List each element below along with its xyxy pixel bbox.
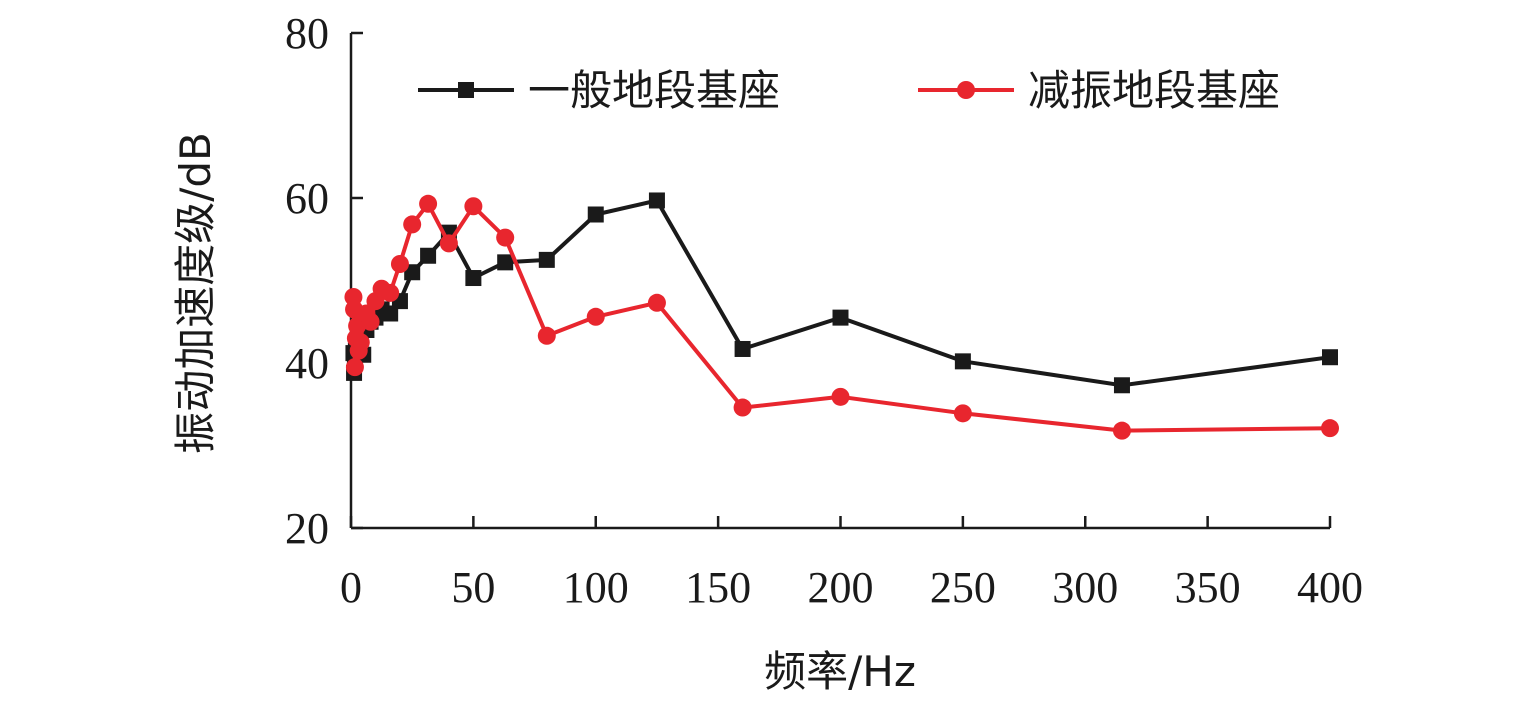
legend-item: 减振地段基座 xyxy=(918,66,1280,115)
x-tick-label: 400 xyxy=(1297,563,1363,612)
data-point xyxy=(1113,377,1130,394)
data-point xyxy=(420,247,437,264)
data-point xyxy=(351,333,370,352)
data-point xyxy=(954,353,971,370)
legend-label: 减振地段基座 xyxy=(1028,66,1280,115)
data-point xyxy=(587,206,604,223)
series-2 xyxy=(344,194,1339,440)
data-point xyxy=(465,270,482,287)
x-tick-label: 150 xyxy=(685,563,751,612)
data-point xyxy=(647,293,666,312)
data-point xyxy=(733,398,752,417)
data-point xyxy=(345,358,364,377)
legend-swatch-marker xyxy=(957,81,975,99)
x-tick-label: 0 xyxy=(340,563,362,612)
legend-label: 一般地段基座 xyxy=(528,66,780,115)
data-point xyxy=(831,387,850,406)
data-point xyxy=(381,283,400,302)
y-tick-label: 20 xyxy=(285,504,329,553)
data-point xyxy=(390,255,409,273)
data-point xyxy=(586,307,605,326)
y-tick-label: 60 xyxy=(285,174,329,223)
series-1 xyxy=(345,192,1338,394)
data-point xyxy=(1322,349,1338,366)
x-tick-label: 300 xyxy=(1052,563,1118,612)
legend-item: 一般地段基座 xyxy=(418,66,780,115)
data-point xyxy=(953,404,972,423)
x-tick-label: 200 xyxy=(808,563,874,612)
data-point xyxy=(537,326,556,345)
y-tick-label: 40 xyxy=(285,339,329,388)
data-point xyxy=(404,264,421,281)
x-axis-title: 频率/Hz xyxy=(764,647,916,696)
y-tick-label: 80 xyxy=(285,9,329,58)
data-point xyxy=(496,228,515,247)
legend: 一般地段基座 减振地段基座 xyxy=(418,66,1280,115)
data-point xyxy=(538,251,555,268)
data-point xyxy=(382,305,399,322)
data-point xyxy=(734,340,751,357)
x-tick-label: 50 xyxy=(451,563,495,612)
x-tick-label: 350 xyxy=(1175,563,1241,612)
data-point xyxy=(648,192,665,209)
data-point xyxy=(403,215,422,234)
data-point xyxy=(464,197,483,216)
data-point xyxy=(361,312,380,331)
series-layer xyxy=(344,192,1339,440)
x-tick-label: 100 xyxy=(563,563,629,612)
data-point xyxy=(1321,419,1339,438)
tick-group: 20 40 60 80 0 50 100 150 200 250 300 350 400 xyxy=(285,9,1363,612)
data-point xyxy=(439,234,458,253)
data-point xyxy=(1112,421,1131,440)
data-point xyxy=(419,194,438,213)
legend-swatch-marker xyxy=(458,82,474,98)
data-point xyxy=(832,309,849,326)
x-tick-label: 250 xyxy=(930,563,996,612)
y-axis-title: 振动加速度级/dB xyxy=(171,132,220,454)
series-line xyxy=(351,198,1331,388)
data-point xyxy=(497,254,514,271)
